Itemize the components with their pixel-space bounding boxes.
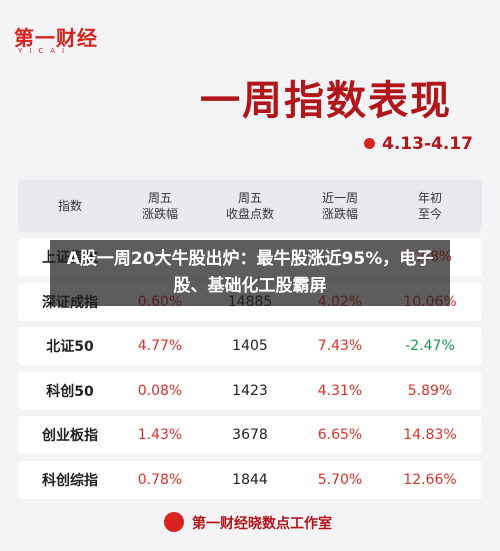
logo: 第一财经: [14, 26, 98, 50]
index-name: 北证50: [46, 339, 94, 355]
index-name: 创业板指: [42, 428, 98, 444]
cell-value: 6.65%: [317, 427, 363, 443]
date-dot: [364, 138, 375, 149]
cell-value: 1844: [232, 471, 268, 488]
title: 一周指数表现: [200, 78, 452, 124]
logo-sub: YICAI: [18, 47, 72, 55]
column-header: 周五 涨跌幅: [141, 191, 178, 221]
table-row: [18, 327, 482, 365]
cell-value: 0.08%: [137, 382, 183, 399]
cell-value: 4.31%: [317, 382, 363, 399]
index-name: 科创50: [46, 383, 94, 400]
headline[interactable]: A股一周20大牛股出炉：最牛股涨近95%，电子股、基础化工股霸屏: [66, 249, 434, 296]
cell-value: 1.43%: [137, 427, 183, 443]
column-header: 周五 收盘点数: [225, 191, 274, 221]
overlay: [50, 240, 450, 306]
cell-value: 5.89%: [407, 382, 453, 399]
cell-value: -2.47%: [405, 338, 455, 354]
table-header: [18, 180, 482, 232]
cell-value: 12.66%: [403, 471, 457, 488]
column-header: 指数: [57, 199, 82, 213]
cell-value: 0.78%: [137, 471, 183, 488]
date: 4.13-4.17: [382, 134, 473, 154]
cell-value: 7.43%: [317, 338, 363, 354]
footer-icon: [164, 512, 184, 532]
table-row: [18, 371, 482, 410]
table-row: [18, 416, 482, 454]
cell-value: 4.77%: [137, 338, 183, 354]
cell-value: 14.83%: [403, 427, 457, 443]
cell-value: 3678: [232, 427, 268, 443]
index-name: 科创综指: [42, 472, 98, 489]
footer: 第一财经晓数点工作室: [192, 516, 332, 532]
cell-value: 1423: [232, 382, 268, 399]
column-header: 近一周 涨跌幅: [321, 191, 358, 221]
cell-value: 1405: [232, 338, 268, 354]
cell-value: 5.70%: [317, 471, 363, 488]
column-header: 年初 至今: [417, 191, 442, 221]
table-row: [18, 460, 482, 499]
